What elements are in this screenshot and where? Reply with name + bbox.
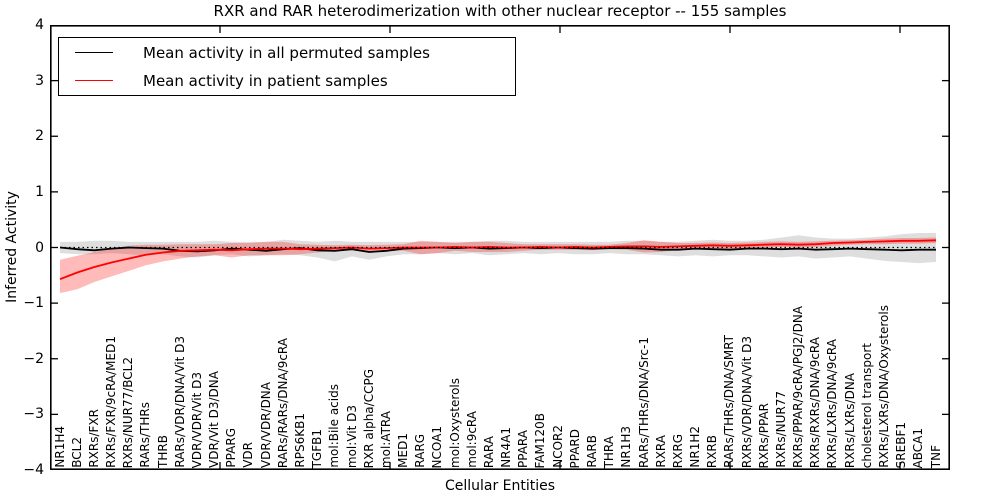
x-tick-label: NR1H3 <box>619 426 634 468</box>
x-tick-label: FAM120B <box>533 412 548 469</box>
x-tick-label: VDR/Vit D3/DNA <box>207 371 222 468</box>
x-tick-label: SREBF1 <box>894 421 909 468</box>
legend-label: Mean activity in patient samples <box>143 71 388 90</box>
legend-label: Mean activity in all permuted samples <box>143 43 430 62</box>
x-tick-label: TNF <box>928 444 943 468</box>
x-tick-label: mol:Oxysterols <box>447 378 462 468</box>
x-tick-label: TGFB1 <box>310 428 325 468</box>
x-tick-label: NR1H2 <box>688 426 703 468</box>
x-tick-label: RARB <box>584 435 599 468</box>
y-tick-label: 3 <box>35 72 44 89</box>
x-tick-label: PPARG <box>224 428 239 468</box>
y-tick-label: −1 <box>23 295 44 312</box>
x-tick-label: RXRs/LXRs/DNA/9cRA <box>825 338 840 469</box>
x-tick-label: RARs/VDR/DNA/Vit D3 <box>172 336 187 468</box>
x-tick-label: RXRs/NUR77 <box>773 391 788 468</box>
x-tick-label: NR1H4 <box>52 426 67 468</box>
x-tick-label: RXRs/FXR <box>86 409 101 468</box>
x-tick-label: RXRA <box>653 435 668 468</box>
x-tick-label: PPARD <box>567 428 582 469</box>
x-axis-title: Cellular Entities <box>444 478 556 494</box>
axes-frame <box>50 25 950 470</box>
x-tick-label: mol:Vit D3 <box>344 404 359 468</box>
x-tick-label: RXR alpha/CCPG <box>361 368 376 468</box>
x-tick-label: RARs/THRs/DNA/Src-1 <box>636 337 651 468</box>
x-tick-label: RXRs/LXRs/DNA <box>842 372 857 468</box>
black-line-sample <box>75 52 113 53</box>
x-tick-label: PPARA <box>516 430 531 468</box>
x-tick-label: VDR/VDR/DNA <box>258 381 273 468</box>
x-tick-label: MED1 <box>396 433 411 468</box>
red-line-sample <box>75 80 113 81</box>
plot-area: NR1H4 BCL2 RXRs/FXR RXRs/FXR/9cRA/MED1 RXRs/… <box>50 25 950 470</box>
x-tick-label: THRB <box>155 435 170 468</box>
y-tick-label: 4 <box>35 17 44 33</box>
x-tick-label: RARA <box>481 435 496 468</box>
y-tick-label: 0 <box>35 239 44 256</box>
x-tick-label: ABCA1 <box>911 427 926 468</box>
x-tick-label: RARs/RARs/DNA/9cRA <box>275 337 290 468</box>
x-tick-label: RXRs/RXRs/DNA/9cRA <box>808 336 823 468</box>
y-tick-label: −3 <box>23 406 44 423</box>
y-tick-label: −2 <box>23 350 44 367</box>
y-tick-label: 2 <box>35 128 44 145</box>
x-tick-label: RXRB <box>705 434 720 468</box>
chart-canvas <box>50 25 950 470</box>
x-tick-label: NR4A1 <box>499 427 514 468</box>
x-tick-label: RARG <box>413 434 428 468</box>
legend-item-patient: Mean activity in patient samples <box>59 67 515 95</box>
y-tick-label: 1 <box>35 183 44 200</box>
x-tick-label: THRA <box>602 435 617 468</box>
x-tick-label: RXRs/NUR77/BCL2 <box>121 356 136 468</box>
x-tick-label: BCL2 <box>69 437 84 468</box>
x-tick-label: RXRs/PPAR <box>756 402 771 468</box>
x-tick-label: cholesterol transport <box>859 342 874 468</box>
chart-title: RXR and RAR heterodimerization with othe… <box>213 2 787 20</box>
y-tick-label: −4 <box>23 462 44 478</box>
legend-item-permuted: Mean activity in all permuted samples <box>59 39 515 67</box>
x-tick-label: RXRs/FXR/9cRA/MED1 <box>104 336 119 468</box>
x-tick-label: RXRs/PPAR/9cRA/PGJ2/DNA <box>791 306 806 468</box>
x-tick-label: VDR/VDR/Vit D3 <box>189 371 204 468</box>
x-tick-label: RPS6KB1 <box>292 413 307 468</box>
x-tick-label: RXRG <box>670 433 685 468</box>
x-tick-label: NCOA1 <box>430 425 445 468</box>
x-tick-label: RXRs/VDR/DNA/Vit D3 <box>739 335 754 468</box>
x-tick-label: mol:Bile acids <box>327 384 342 468</box>
mean-line <box>59 239 937 281</box>
legend: Mean activity in all permuted samples Me… <box>58 37 516 96</box>
x-tick-label: RXRs/LXRs/DNA/Oxysterols <box>876 305 891 468</box>
x-tick-label: NCOR2 <box>550 425 565 468</box>
x-tick-label: mol:ATRA <box>378 410 393 468</box>
x-tick-label: RARs/THRs/DNA/SMRT <box>722 335 737 468</box>
x-tick-label: mol:9cRA <box>464 411 479 468</box>
x-tick-label: VDR <box>241 442 256 468</box>
confidence-band <box>60 237 936 294</box>
x-tick-label: RARs/THRs <box>138 402 153 468</box>
